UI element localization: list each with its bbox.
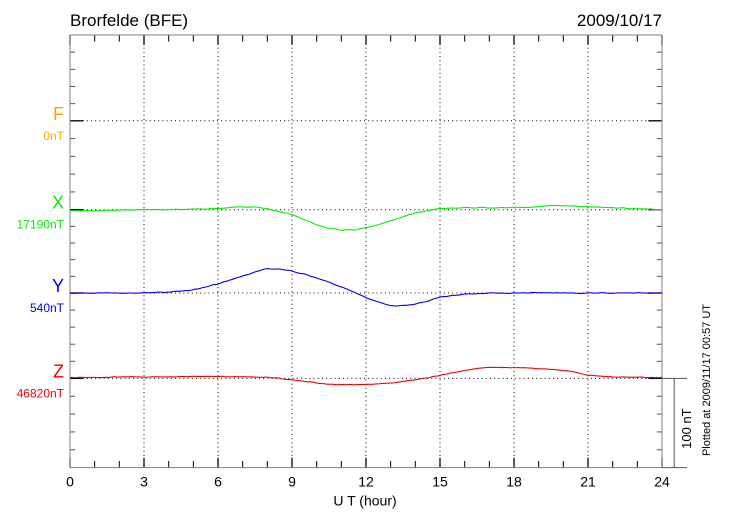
svg-text:46820nT: 46820nT	[17, 386, 65, 400]
svg-text:6: 6	[214, 473, 222, 489]
svg-text:X: X	[52, 193, 64, 213]
svg-text:17190nT: 17190nT	[17, 218, 65, 232]
svg-text:9: 9	[288, 473, 296, 489]
svg-text:0: 0	[66, 473, 74, 489]
svg-text:U T (hour): U T (hour)	[333, 492, 396, 508]
svg-text:2009/10/17: 2009/10/17	[577, 11, 662, 30]
svg-text:Z: Z	[53, 361, 64, 381]
svg-text:540nT: 540nT	[30, 301, 65, 315]
svg-text:100 nT: 100 nT	[679, 408, 694, 449]
svg-text:24: 24	[654, 473, 670, 489]
svg-text:15: 15	[432, 473, 448, 489]
svg-text:F: F	[53, 104, 64, 124]
svg-text:Y: Y	[52, 276, 64, 296]
svg-text:18: 18	[506, 473, 522, 489]
svg-text:3: 3	[140, 473, 148, 489]
svg-text:21: 21	[580, 473, 596, 489]
svg-text:12: 12	[358, 473, 374, 489]
svg-text:0nT: 0nT	[43, 129, 64, 143]
svg-text:Plotted at 2009/11/17 00:57 UT: Plotted at 2009/11/17 00:57 UT	[701, 304, 713, 456]
svg-text:Brorfelde (BFE): Brorfelde (BFE)	[70, 11, 188, 30]
